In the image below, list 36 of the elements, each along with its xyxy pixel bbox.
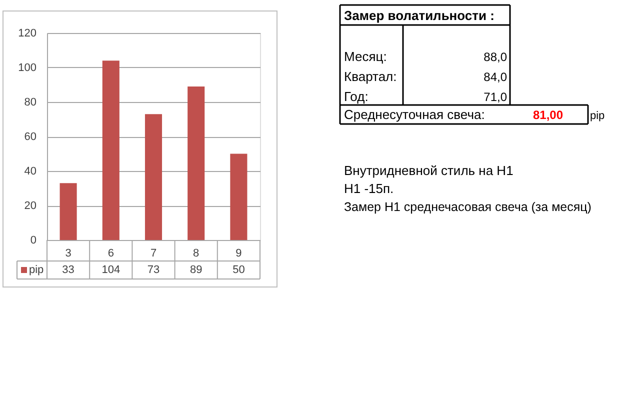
text: 88,0 <box>484 50 508 64</box>
data-label: 89 <box>190 264 202 276</box>
legend-label: pip <box>29 264 44 276</box>
data-label: 104 <box>102 264 120 276</box>
x-tick-label: 9 <box>236 248 242 260</box>
y-tick-label: 20 <box>24 200 36 212</box>
text: 71,0 <box>484 90 508 104</box>
text: Замер волатильности : <box>344 8 494 23</box>
y-tick-label: 120 <box>18 28 36 40</box>
text: pip <box>590 110 605 122</box>
x-tick-label: 3 <box>65 248 72 260</box>
y-tick-label: 80 <box>24 96 36 108</box>
bar <box>60 183 77 240</box>
bar <box>230 154 248 240</box>
y-tick-label: 60 <box>24 131 36 143</box>
text: Внутридневной стиль на H1 <box>344 163 514 178</box>
text: Замер H1 среднечасовая свеча (за месяц) <box>344 200 592 214</box>
y-tick-label: 0 <box>30 234 36 246</box>
bar <box>188 86 205 240</box>
x-tick-label: 7 <box>150 248 157 260</box>
text: Месяц: <box>344 49 387 64</box>
data-label: 73 <box>147 264 160 276</box>
x-tick-label: 6 <box>108 248 114 260</box>
bar <box>102 60 120 240</box>
text: 84,0 <box>484 70 508 84</box>
text: Среднесуточная свеча: <box>344 107 485 122</box>
text: H1 -15п. <box>344 181 394 196</box>
data-label: 33 <box>62 264 74 276</box>
y-tick-label: 40 <box>24 166 36 178</box>
text: Год: <box>344 89 368 104</box>
x-tick-label: 8 <box>193 248 200 260</box>
bar <box>144 114 162 240</box>
text: 81,00 <box>532 108 564 122</box>
data-label: 50 <box>232 264 245 276</box>
text: Квартал: <box>344 69 397 84</box>
y-tick-label: 100 <box>18 62 36 74</box>
